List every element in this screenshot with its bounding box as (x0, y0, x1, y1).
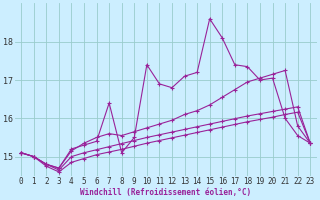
X-axis label: Windchill (Refroidissement éolien,°C): Windchill (Refroidissement éolien,°C) (80, 188, 251, 197)
